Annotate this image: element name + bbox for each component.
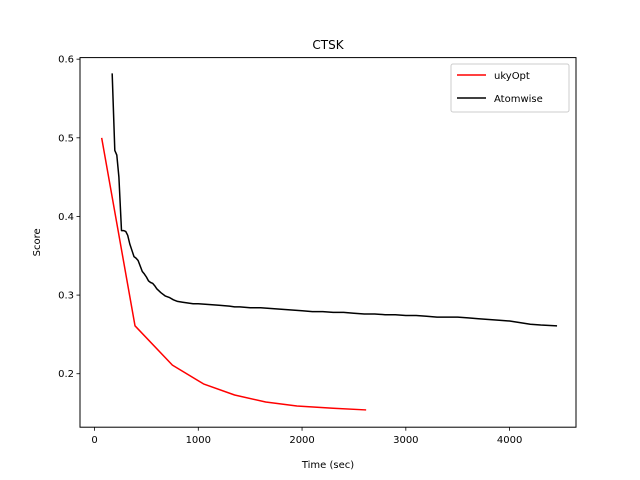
x-tick-label: 2000 — [289, 435, 314, 446]
y-tick-label: 0.4 — [58, 212, 74, 223]
y-axis-ticks: 0.2 0.3 0.4 0.5 0.6 — [58, 55, 80, 380]
y-tick-label: 0.6 — [58, 55, 74, 66]
x-tick-label: 1000 — [186, 435, 211, 446]
x-axis-label: Time (sec) — [301, 460, 354, 471]
legend-label-atomwise: Atomwise — [494, 94, 543, 105]
y-axis-label: Score — [32, 228, 43, 256]
y-tick-label: 0.3 — [58, 291, 74, 302]
x-tick-label: 3000 — [393, 435, 418, 446]
plot-frame — [79, 57, 577, 428]
legend: ukyOpt Atomwise — [450, 63, 570, 113]
y-tick-label: 0.2 — [58, 369, 74, 380]
series-line-atomwise — [111, 73, 558, 327]
legend-label-ukyopt: ukyOpt — [494, 71, 530, 82]
series-line-ukyopt — [100, 137, 367, 411]
x-tick-label: 4000 — [497, 435, 522, 446]
y-tick-label: 0.5 — [58, 133, 74, 144]
chart-title: CTSK — [312, 38, 344, 52]
series-layer — [100, 73, 558, 411]
x-tick-label: 0 — [91, 435, 97, 446]
x-axis-ticks: 0 1000 2000 3000 4000 — [91, 427, 522, 446]
legend-box — [450, 63, 570, 113]
